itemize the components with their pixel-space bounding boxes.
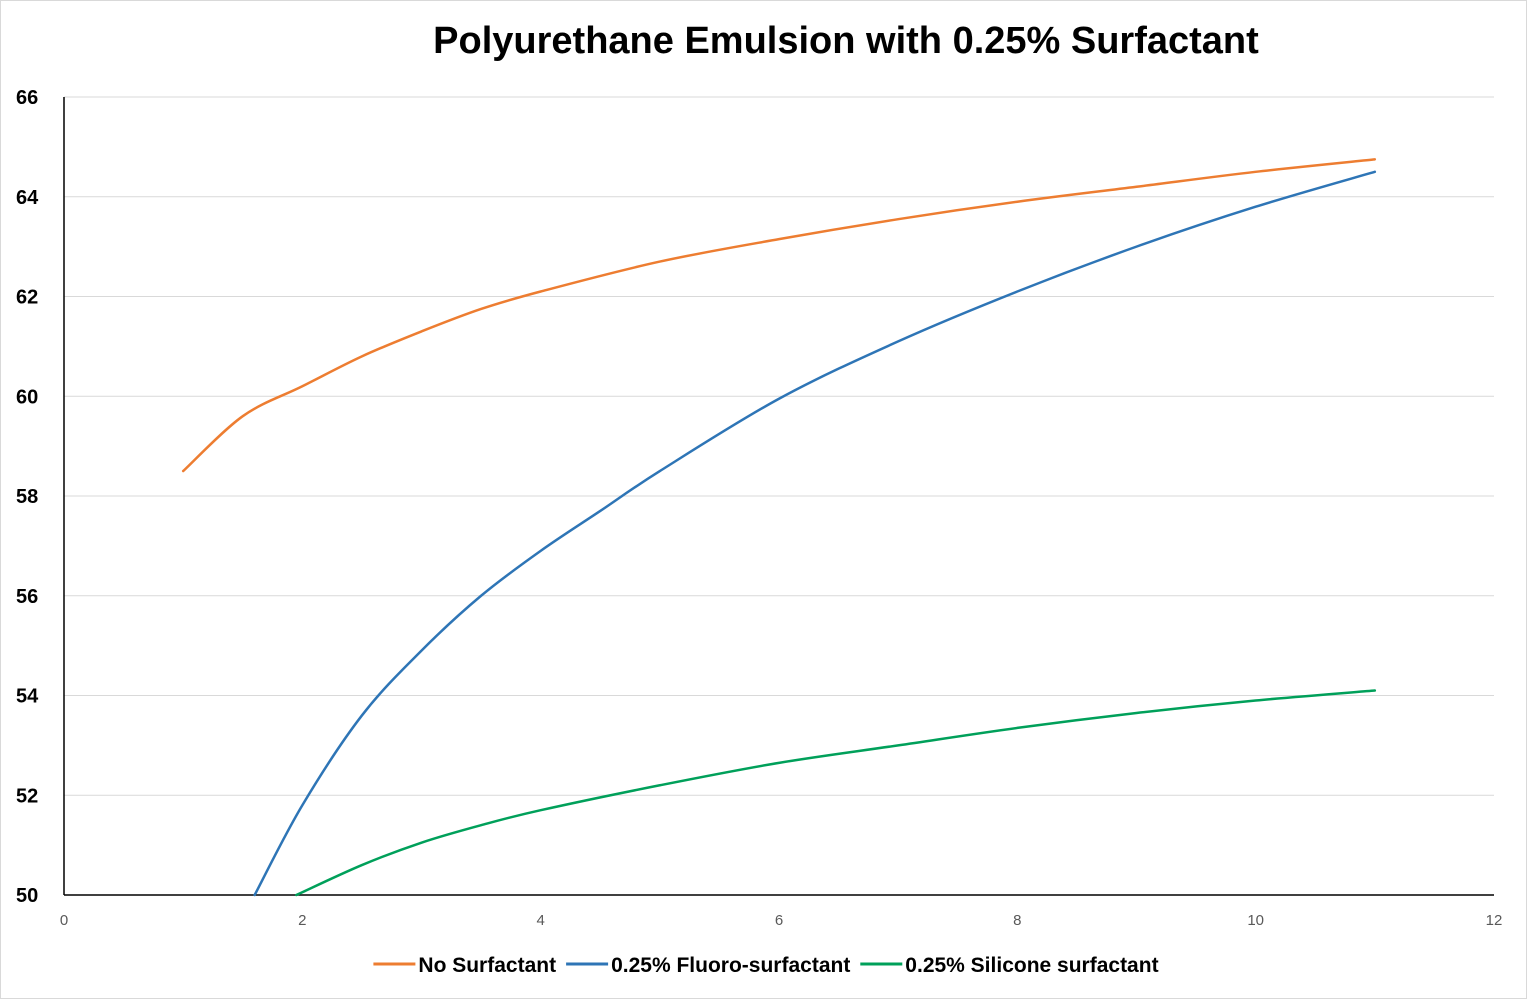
series-lines bbox=[181, 158, 1377, 897]
x-axis-ticks: 0 2 4 6 8 10 12 bbox=[60, 912, 1503, 929]
legend-label-2: 0.25% Fluoro-surfactant bbox=[611, 954, 850, 977]
x-tick-label-2: 2 bbox=[298, 912, 306, 929]
series-line-1 bbox=[181, 158, 1377, 473]
x-tick-label-4: 4 bbox=[536, 912, 544, 929]
x-tick-label-0: 0 bbox=[60, 912, 68, 929]
y-axis-ticks: 50 52 54 56 58 60 62 64 66 bbox=[16, 87, 39, 907]
legend-item-1: No Surfactant bbox=[373, 954, 556, 977]
y-tick-label-52: 52 bbox=[16, 785, 38, 807]
x-tick-label-10: 10 bbox=[1247, 912, 1264, 929]
x-tick-label-8: 8 bbox=[1013, 912, 1021, 929]
y-tick-label-58: 58 bbox=[16, 486, 38, 508]
y-tick-label-60: 60 bbox=[16, 386, 38, 408]
chart-title: Polyurethane Emulsion with 0.25% Surfact… bbox=[433, 20, 1259, 62]
series-line-2 bbox=[253, 170, 1377, 897]
legend-label-1: No Surfactant bbox=[418, 954, 556, 977]
legend: No Surfactant 0.25% Fluoro-surfactant 0.25… bbox=[373, 954, 1159, 977]
gridlines bbox=[64, 96, 1494, 796]
x-tick-label-6: 6 bbox=[775, 912, 783, 929]
legend-item-3: 0.25% Silicone surfactant bbox=[860, 954, 1159, 977]
y-tick-label-66: 66 bbox=[16, 87, 38, 109]
x-tick-label-12: 12 bbox=[1486, 912, 1503, 929]
legend-item-2: 0.25% Fluoro-surfactant bbox=[566, 954, 850, 977]
y-tick-label-64: 64 bbox=[16, 187, 39, 209]
y-tick-label-54: 54 bbox=[16, 686, 39, 708]
y-tick-label-50: 50 bbox=[16, 885, 38, 907]
y-tick-label-56: 56 bbox=[16, 586, 38, 608]
series-line-3 bbox=[295, 689, 1377, 897]
axes bbox=[63, 97, 1494, 896]
y-tick-label-62: 62 bbox=[16, 287, 38, 309]
legend-label-3: 0.25% Silicone surfactant bbox=[905, 954, 1158, 977]
